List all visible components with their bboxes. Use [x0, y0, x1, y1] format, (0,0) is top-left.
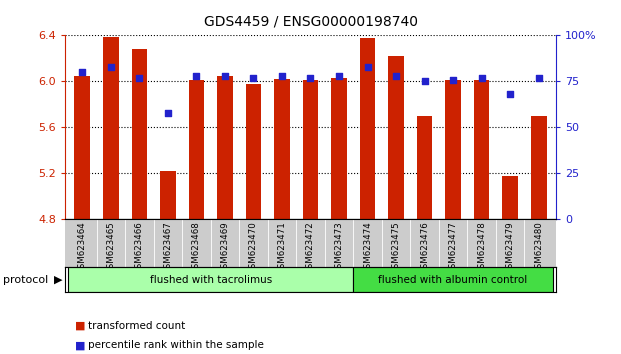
Bar — [189, 80, 204, 219]
Point — [477, 75, 487, 81]
Text: protocol: protocol — [3, 275, 48, 285]
Text: GSM623480: GSM623480 — [534, 221, 543, 274]
Point — [505, 91, 515, 97]
Bar — [302, 80, 319, 219]
Text: GSM623475: GSM623475 — [392, 221, 401, 274]
Bar — [502, 176, 518, 219]
Text: GSM623471: GSM623471 — [278, 221, 286, 274]
Text: GSM623473: GSM623473 — [335, 221, 343, 274]
Text: GSM623478: GSM623478 — [477, 221, 486, 274]
Bar — [75, 76, 90, 219]
Text: GSM623464: GSM623464 — [78, 221, 87, 274]
Text: ▶: ▶ — [53, 275, 62, 285]
Point — [306, 75, 315, 81]
Point — [220, 73, 230, 79]
Text: GSM623469: GSM623469 — [220, 221, 229, 274]
Point — [106, 64, 116, 69]
Bar — [353, 267, 553, 292]
Text: GSM623477: GSM623477 — [448, 221, 458, 274]
Point — [134, 75, 144, 81]
Bar — [274, 79, 290, 219]
Point — [191, 73, 201, 79]
Bar — [331, 78, 347, 219]
Point — [391, 73, 401, 79]
Point — [363, 64, 373, 69]
Point — [533, 75, 543, 81]
Text: GSM623472: GSM623472 — [306, 221, 315, 274]
Text: GSM623465: GSM623465 — [106, 221, 116, 274]
Bar — [132, 49, 147, 219]
Text: GSM623466: GSM623466 — [135, 221, 144, 274]
Bar — [246, 84, 261, 219]
Point — [248, 75, 258, 81]
Text: GSM623479: GSM623479 — [505, 221, 515, 274]
Text: ■: ■ — [75, 321, 85, 331]
Point — [277, 73, 287, 79]
Text: ■: ■ — [75, 340, 85, 350]
Bar — [103, 36, 119, 219]
Text: percentile rank within the sample: percentile rank within the sample — [88, 340, 264, 350]
Text: GSM623468: GSM623468 — [192, 221, 201, 274]
Bar — [531, 116, 546, 219]
Bar — [388, 56, 404, 219]
Text: flushed with albumin control: flushed with albumin control — [378, 275, 528, 285]
Bar — [160, 171, 176, 219]
Bar — [474, 80, 489, 219]
Bar — [68, 267, 353, 292]
Bar — [445, 80, 461, 219]
Point — [163, 110, 173, 115]
Text: transformed count: transformed count — [88, 321, 186, 331]
Point — [334, 73, 344, 79]
Point — [448, 77, 458, 82]
Point — [420, 79, 430, 84]
Text: GDS4459 / ENSG00000198740: GDS4459 / ENSG00000198740 — [204, 14, 417, 28]
Text: GSM623476: GSM623476 — [420, 221, 429, 274]
Text: GSM623474: GSM623474 — [363, 221, 372, 274]
Text: GSM623470: GSM623470 — [249, 221, 258, 274]
Text: flushed with tacrolimus: flushed with tacrolimus — [150, 275, 272, 285]
Text: GSM623467: GSM623467 — [163, 221, 173, 274]
Bar — [217, 76, 233, 219]
Bar — [417, 116, 432, 219]
Bar — [360, 38, 375, 219]
Point — [78, 69, 88, 75]
